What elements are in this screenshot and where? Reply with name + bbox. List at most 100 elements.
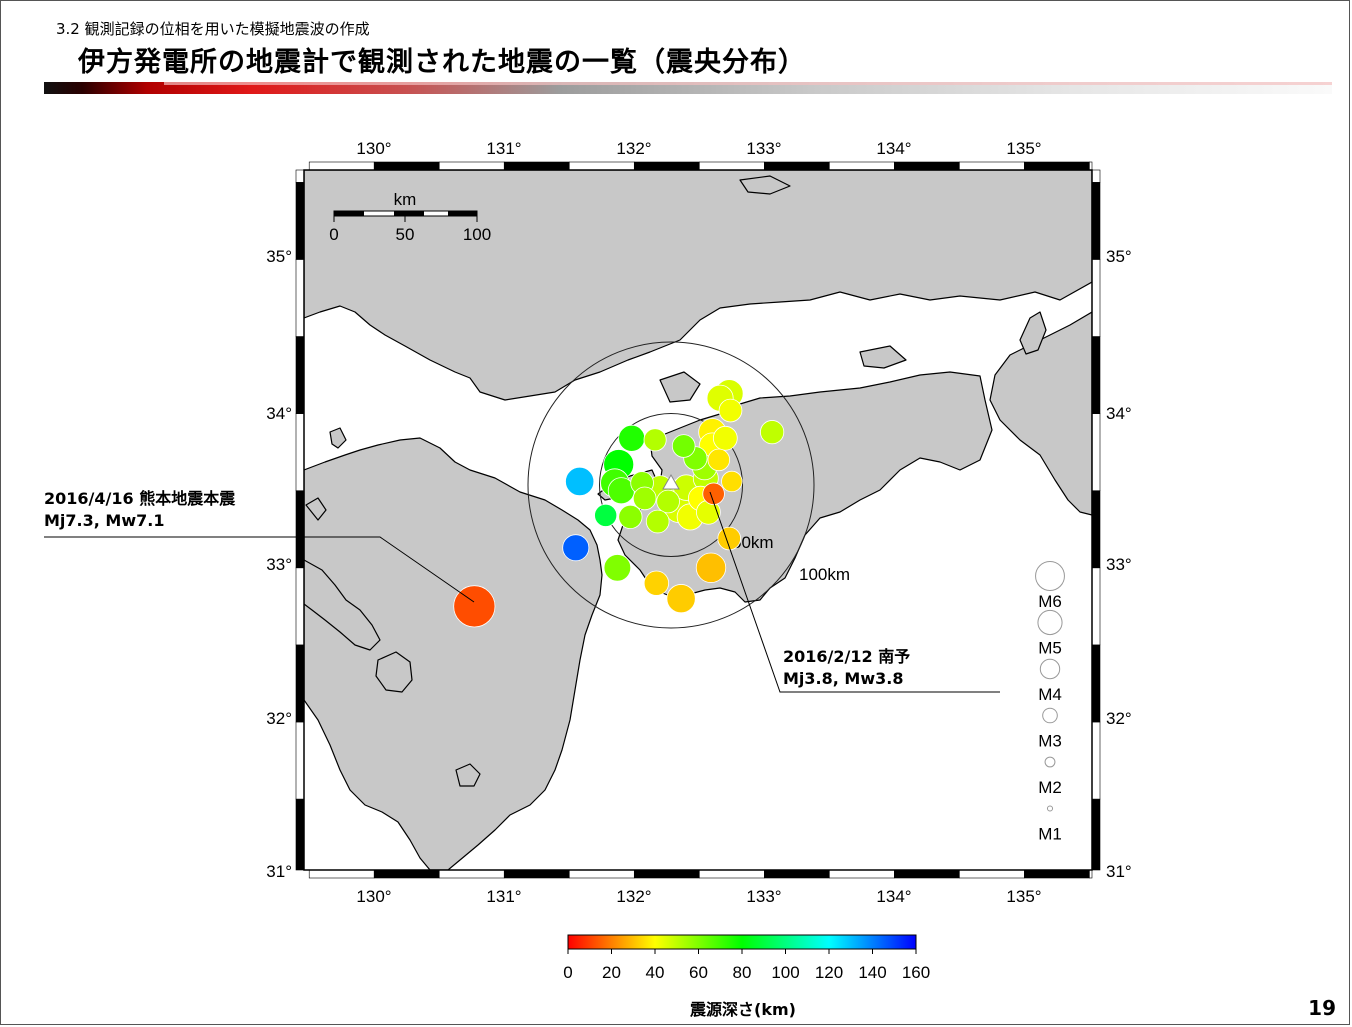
epicenter-marker: [565, 466, 595, 497]
epicenter-marker: [643, 570, 670, 596]
lon-tick-label-130-bottom: 130°: [356, 887, 391, 906]
goto-island-a: [305, 497, 327, 521]
epicenter-marker: [632, 486, 657, 511]
epicenter-marker: [618, 424, 646, 452]
epicenter-marker: [671, 434, 696, 458]
lon-tick-label-135-bottom: 135°: [1006, 887, 1041, 906]
ring-50km: [599, 413, 743, 557]
lat-tick-label-33-right: 33°: [1106, 555, 1132, 574]
scale-label-50: 50: [396, 225, 415, 244]
epicenter-marker: [695, 552, 727, 583]
depth-colorbar: [567, 934, 917, 950]
magnitude-legend-label: M3: [1038, 732, 1062, 751]
magnitude-legend-label: M5: [1038, 639, 1062, 658]
kumamoto-annotation-line2: Mj7.3, Mw7.1: [44, 511, 165, 530]
page-title: 伊方発電所の地震計で観測された地震の一覧（震央分布）: [78, 47, 806, 78]
epicenter-marker: [717, 526, 742, 551]
colorbar-title: 震源深さ(km): [690, 1000, 796, 1019]
lon-tick-label-131-bottom: 131°: [486, 887, 521, 906]
nanyo-annotation-line2: Mj3.8, Mw3.8: [783, 669, 904, 688]
title-underline-bar: [44, 82, 1332, 94]
magnitude-legend-label: M1: [1038, 825, 1062, 844]
lat-tick-label-34-right: 34°: [1106, 404, 1132, 423]
kumamoto-leader-line: [44, 536, 475, 603]
awaji-island: [1019, 311, 1047, 355]
scale-bar-unit: km: [394, 190, 417, 209]
lon-tick-label-135-top: 135°: [1006, 139, 1041, 158]
tsushima-island: [329, 427, 347, 449]
magnitude-legend-circle: [1042, 707, 1058, 724]
lat-tick-label-35-right: 35°: [1106, 247, 1132, 266]
lon-tick-label-132-bottom: 132°: [616, 887, 651, 906]
epicenter-marker: [618, 504, 643, 529]
epicenter-marker: [562, 534, 590, 562]
epicenter-marker: [702, 482, 725, 506]
colorbar-tick-label: 80: [733, 963, 752, 982]
kumamoto-annotation: 2016/4/16 熊本地震本震 Mj7.3, Mw7.1: [44, 488, 235, 532]
colorbar-ticks: 0 20 40 60 80 100 120 140 160: [563, 949, 930, 982]
ring-100km: [527, 341, 815, 629]
lat-tick-label-32-left: 32°: [266, 709, 292, 728]
epicenter-marker: [643, 428, 667, 452]
epicenter-marker: [656, 489, 680, 514]
setouchi-island-b: [739, 175, 791, 195]
colorbar-tick-label: 40: [646, 963, 665, 982]
lon-tick-label-132-top: 132°: [616, 139, 651, 158]
map-frame-border: [295, 161, 1101, 879]
kyushu-landmass: [304, 437, 603, 870]
epicenter-marker: [603, 554, 632, 582]
lon-tick-label-133-top: 133°: [746, 139, 781, 158]
magnitude-legend-circle: [1044, 756, 1056, 768]
lat-tick-label-31-left: 31°: [266, 862, 292, 881]
lon-tick-label-134-bottom: 134°: [876, 887, 911, 906]
page-number: 19: [1308, 996, 1336, 1020]
colorbar-tick-label: 140: [858, 963, 886, 982]
magnitude-legend-circle: [1035, 561, 1065, 591]
epicenter-markers: [453, 379, 785, 628]
magnitude-legend-label: M2: [1038, 778, 1062, 797]
honshu-landmass: [304, 170, 1092, 401]
colorbar-tick-label: 100: [771, 963, 799, 982]
epicenter-marker: [721, 470, 743, 493]
magnitude-legend: M6 M5 M4 M3 M2 M1: [1035, 561, 1065, 844]
epicenter-marker: [760, 420, 785, 445]
amakusa-island: [375, 651, 413, 693]
lat-tick-label-32-right: 32°: [1106, 709, 1132, 728]
lon-tick-label-134-top: 134°: [876, 139, 911, 158]
lat-tick-label-35-left: 35°: [266, 247, 292, 266]
triangle-icon: [662, 473, 680, 490]
colorbar-tick-label: 120: [815, 963, 843, 982]
lat-tick-label-33-left: 33°: [266, 555, 292, 574]
epicenter-marker: [707, 448, 731, 472]
nanyo-annotation: 2016/2/12 南予 Mj3.8, Mw3.8: [783, 646, 910, 690]
epicenter-marker: [712, 425, 738, 451]
kyushu-west-peninsula: [304, 559, 381, 651]
epicenter-marker: [594, 503, 618, 527]
lat-tick-label-34-left: 34°: [266, 404, 292, 423]
setouchi-island-c: [859, 345, 907, 369]
magnitude-legend-circle: [1037, 609, 1063, 636]
lon-tick-label-130-top: 130°: [356, 139, 391, 158]
epicenter-marker: [645, 509, 670, 534]
kumamoto-annotation-line1: 2016/4/16 熊本地震本震: [44, 489, 236, 508]
lon-tick-label-133-bottom: 133°: [746, 887, 781, 906]
ring-label-100km: 100km: [799, 565, 850, 584]
epicenter-marker: [666, 584, 696, 614]
nanyo-leader-line: [709, 491, 1000, 693]
colorbar-tick-label: 60: [689, 963, 708, 982]
scale-label-0: 0: [329, 225, 338, 244]
epicenter-marker: [453, 585, 496, 628]
colorbar-tick-label: 20: [602, 963, 621, 982]
section-subtitle: 3.2 観測記録の位相を用いた模擬地震波の作成: [56, 20, 370, 38]
magnitude-legend-label: M4: [1038, 685, 1062, 704]
scale-bar: km 0 50 100: [329, 190, 491, 244]
colorbar-tick-label: 160: [902, 963, 930, 982]
magnitude-legend-circle: [1039, 658, 1061, 680]
lat-tick-label-31-right: 31°: [1106, 862, 1132, 881]
colorbar-tick-label: 0: [563, 963, 572, 982]
lon-tick-label-131-top: 131°: [486, 139, 521, 158]
magnitude-legend-circle: [1046, 805, 1054, 812]
ring-label-50km: 50km: [732, 533, 774, 552]
